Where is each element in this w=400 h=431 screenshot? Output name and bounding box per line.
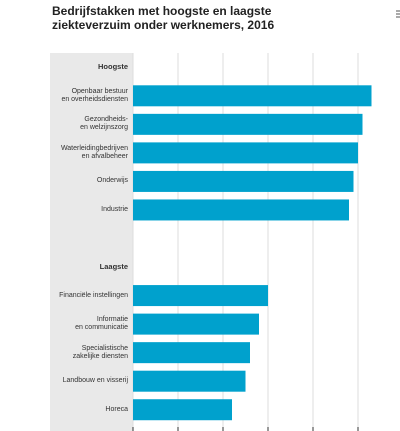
bar bbox=[133, 342, 250, 364]
y-tick-label: Landbouw en visserij bbox=[62, 377, 128, 385]
bar bbox=[133, 313, 259, 335]
label-panel bbox=[50, 53, 133, 431]
chart-title: Bedrijfstakken met hoogste en laagste zi… bbox=[52, 4, 275, 32]
group-label: Laagste bbox=[99, 262, 128, 272]
y-tick-label: Waterleidingbedrijven en afvalbeheer bbox=[60, 144, 128, 160]
y-tick-label: Openbaar bestuur en overheidsdiensten bbox=[61, 87, 128, 103]
y-tick-label: Specialistische zakelijke diensten bbox=[72, 344, 128, 360]
bar bbox=[133, 199, 349, 221]
bar bbox=[133, 370, 246, 392]
y-tick-label: Financiële instellingen bbox=[59, 291, 128, 299]
y-tick-label: Industrie bbox=[101, 205, 128, 213]
bar bbox=[133, 113, 363, 135]
bar bbox=[133, 285, 268, 307]
y-tick-label: Onderwijs bbox=[96, 177, 128, 185]
bar bbox=[133, 170, 354, 192]
group-label: Hoogste bbox=[98, 62, 128, 72]
bar bbox=[133, 399, 232, 421]
y-tick-label: Informatie en communicatie bbox=[75, 316, 128, 332]
bar bbox=[133, 85, 372, 107]
bar bbox=[133, 142, 358, 164]
y-tick-label: Horeca bbox=[105, 405, 128, 413]
menu-icon[interactable] bbox=[396, 10, 400, 18]
y-tick-label: Gezondheids- en welzijnszorg bbox=[80, 116, 128, 132]
